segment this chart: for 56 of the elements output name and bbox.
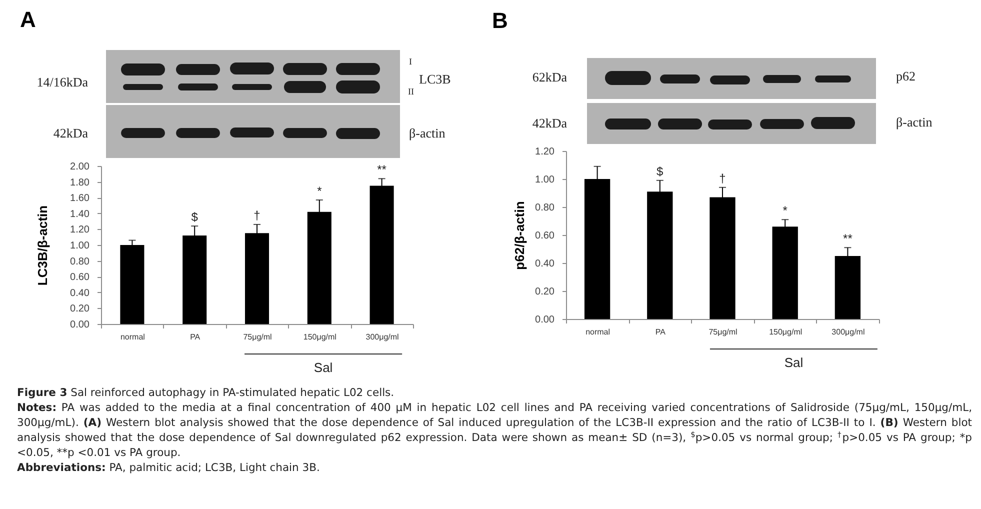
annotation: * (317, 184, 322, 198)
y-tick-label: 0.80 (535, 202, 555, 214)
chart-title: A (20, 7, 36, 32)
y-tick-label: 0.00 (535, 314, 555, 326)
y-tick-label: 0.80 (70, 256, 90, 268)
y-tick-label: 0.20 (70, 304, 90, 315)
y-tick-label: 2.00 (70, 162, 90, 172)
text: 42kDa (53, 126, 88, 140)
bar (120, 245, 144, 324)
text: 62kDa (532, 70, 567, 84)
x-tick-label: 300μg/ml (366, 332, 400, 342)
y-axis-title: p62/β-actin (512, 201, 528, 270)
x-tick-label: 150μg/ml (303, 332, 337, 342)
y-tick-label: 1.40 (70, 208, 90, 220)
text: 14/16kDa (36, 74, 88, 90)
x-tick-label: PA (655, 328, 666, 336)
text: β-actin (896, 114, 932, 130)
y-tick-label: 1.20 (535, 146, 555, 158)
annotation: † (254, 208, 260, 222)
y-tick-label: 1.20 (70, 224, 90, 236)
y-axis-title: LC3B/β-actin (35, 205, 50, 286)
annotation: $ (191, 210, 198, 224)
y-tick-label: 1.80 (70, 177, 90, 188)
x-tick-label: 300μg/ml (832, 328, 865, 336)
x-tick-label: 75μg/ml (243, 332, 272, 342)
annotation: * (782, 204, 788, 218)
text: p62 (896, 68, 916, 84)
text: Abbreviations: PA, palmitic acid; LC3B, Light chain 3B. (17, 460, 321, 475)
annotation: † (719, 171, 726, 186)
x-tick-label: 75μg/ml (708, 328, 738, 336)
annotation: ** (843, 232, 853, 246)
y-tick-label: 1.60 (70, 193, 90, 204)
annotation: ** (377, 162, 387, 177)
text: Sal (314, 360, 333, 375)
text: β-actin (409, 126, 446, 140)
text: I (409, 56, 412, 66)
y-tick-label: 0.40 (70, 288, 90, 299)
annotation: $ (656, 164, 664, 178)
x-tick-label: PA (190, 332, 201, 342)
y-tick-label: 0.60 (70, 272, 90, 284)
y-tick-label: 0.00 (70, 320, 90, 330)
x-tick-label: normal (120, 332, 146, 342)
y-tick-label: 0.60 (535, 230, 555, 242)
text: Figure 3 Sal reinforced autophagy in PA-stimulated hepatic L02 cells. (17, 385, 396, 400)
y-tick-label: 0.20 (535, 286, 555, 298)
text: Sal (784, 355, 804, 370)
chart-title: B (492, 8, 508, 33)
text: II (408, 86, 414, 96)
y-tick-label: 1.00 (535, 174, 555, 186)
text: Notes: PA was added to the media at a final concentration of 400 μM in hepatic L02 cell lines and PA receiving varied concentrations of Salidroside (75μg/mL, 150μg/mL, 300μg/mL). (A) Western blot analysis showed that the dose dependence of Sal induced upregulation of the LC3B-II expression and the ratio of LC3B-II to I. (B) Western blot analysis showed that the dose dependence of Sal downregulated p62 expression. Data were shown as mean± SD (n=3), $^{$}$p>0.05 vs normal group; $^{†}$p>0.05 vs PA group; *p <0.05, **p <0.01 vs PA group. (17, 401, 972, 459)
x-tick-label: 150μg/ml (769, 328, 802, 336)
y-tick-label: 1.00 (70, 240, 90, 252)
text: 42kDa (532, 116, 567, 130)
y-tick-label: 0.40 (535, 258, 555, 270)
text: LC3B (419, 72, 451, 86)
x-tick-label: normal (586, 328, 610, 336)
